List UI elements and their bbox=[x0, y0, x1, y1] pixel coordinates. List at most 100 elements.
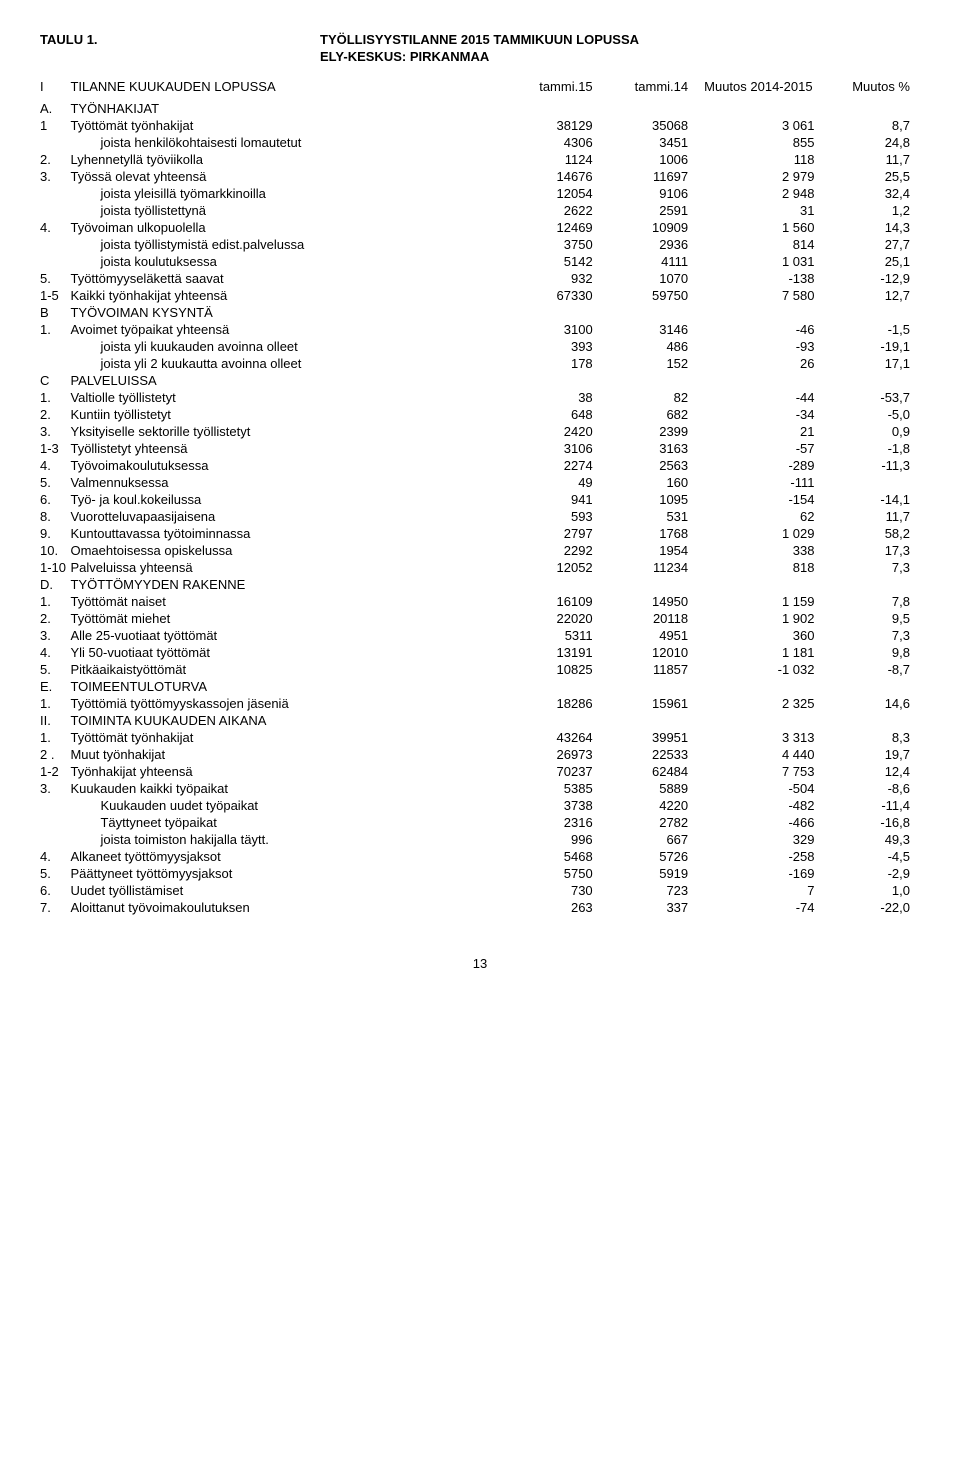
row-label: Avoimet työpaikat yhteensä bbox=[70, 321, 507, 338]
row-label: TOIMEENTULOTURVA bbox=[70, 678, 507, 695]
row-v3: -482 bbox=[698, 797, 824, 814]
row-code: 3. bbox=[40, 423, 70, 440]
row-v2: 12010 bbox=[603, 644, 698, 661]
row-v1: 3106 bbox=[507, 440, 602, 457]
row-v1: 14676 bbox=[507, 168, 602, 185]
row-label: Yli 50-vuotiaat työttömät bbox=[70, 644, 507, 661]
row-v4: 1,0 bbox=[825, 882, 921, 899]
row-code: 2. bbox=[40, 610, 70, 627]
row-v3: 2 979 bbox=[698, 168, 824, 185]
row-v1: 38129 bbox=[507, 117, 602, 134]
row-v3: 2 325 bbox=[698, 695, 824, 712]
row-v4: -12,9 bbox=[825, 270, 921, 287]
row-v4: -14,1 bbox=[825, 491, 921, 508]
row-v4: -8,6 bbox=[825, 780, 921, 797]
row-v4: 58,2 bbox=[825, 525, 921, 542]
row-v1: 38 bbox=[507, 389, 602, 406]
row-label: Työttömyyseläkettä saavat bbox=[70, 270, 507, 287]
row-code bbox=[40, 134, 70, 151]
row-v3: 118 bbox=[698, 151, 824, 168]
row-code bbox=[40, 355, 70, 372]
row-v2: 2591 bbox=[603, 202, 698, 219]
table-row: 1.Työttömät työnhakijat43264399513 3138,… bbox=[40, 729, 920, 746]
row-label: Valtiolle työllistetyt bbox=[70, 389, 507, 406]
row-v4: 11,7 bbox=[825, 151, 921, 168]
title-left: TAULU 1. bbox=[40, 32, 320, 47]
row-v4: 17,3 bbox=[825, 542, 921, 559]
row-v3: 1 029 bbox=[698, 525, 824, 542]
row-v3: -154 bbox=[698, 491, 824, 508]
row-code: 1-3 bbox=[40, 440, 70, 457]
row-v2: 3451 bbox=[603, 134, 698, 151]
row-v1: 263 bbox=[507, 899, 602, 916]
row-code: 4. bbox=[40, 644, 70, 661]
row-v2: 667 bbox=[603, 831, 698, 848]
header-c2: tammi.14 bbox=[603, 78, 698, 100]
row-v1: 5142 bbox=[507, 253, 602, 270]
row-code: 1-2 bbox=[40, 763, 70, 780]
table-row: 6.Uudet työllistämiset73072371,0 bbox=[40, 882, 920, 899]
table-row: joista koulutuksessa514241111 03125,1 bbox=[40, 253, 920, 270]
row-v3: -289 bbox=[698, 457, 824, 474]
row-v2: 2399 bbox=[603, 423, 698, 440]
table-row: 2 .Muut työnhakijat26973225334 44019,7 bbox=[40, 746, 920, 763]
table-row: 4.Yli 50-vuotiaat työttömät13191120101 1… bbox=[40, 644, 920, 661]
row-label: joista yli kuukauden avoinna olleet bbox=[70, 338, 507, 355]
row-label: joista yli 2 kuukautta avoinna olleet bbox=[70, 355, 507, 372]
row-label: joista koulutuksessa bbox=[70, 253, 507, 270]
row-v4: 9,5 bbox=[825, 610, 921, 627]
header-code: I bbox=[40, 78, 70, 100]
row-v2: 3163 bbox=[603, 440, 698, 457]
row-v1: 26973 bbox=[507, 746, 602, 763]
table-row: 1.Valtiolle työllistetyt3882-44-53,7 bbox=[40, 389, 920, 406]
row-v3: 62 bbox=[698, 508, 824, 525]
row-label: Työttömät miehet bbox=[70, 610, 507, 627]
row-code: 4. bbox=[40, 219, 70, 236]
row-v2: 10909 bbox=[603, 219, 698, 236]
row-v2: 1095 bbox=[603, 491, 698, 508]
row-v3: 1 031 bbox=[698, 253, 824, 270]
table-row: 1.Työttömät naiset16109149501 1597,8 bbox=[40, 593, 920, 610]
header-c1: tammi.15 bbox=[507, 78, 602, 100]
row-v1: 5750 bbox=[507, 865, 602, 882]
row-v1: 178 bbox=[507, 355, 602, 372]
row-code: 2. bbox=[40, 151, 70, 168]
row-v2: 39951 bbox=[603, 729, 698, 746]
row-v1: 5311 bbox=[507, 627, 602, 644]
row-label: joista työllistettynä bbox=[70, 202, 507, 219]
row-v1: 2797 bbox=[507, 525, 602, 542]
row-v4: 12,7 bbox=[825, 287, 921, 304]
row-code: 10. bbox=[40, 542, 70, 559]
table-row: 9.Kuntouttavassa työtoiminnassa279717681… bbox=[40, 525, 920, 542]
table-row: 3.Kuukauden kaikki työpaikat53855889-504… bbox=[40, 780, 920, 797]
row-v2: 1070 bbox=[603, 270, 698, 287]
row-label: Aloittanut työvoimakoulutuksen bbox=[70, 899, 507, 916]
row-code bbox=[40, 797, 70, 814]
row-v4: 32,4 bbox=[825, 185, 921, 202]
row-v4: 0,9 bbox=[825, 423, 921, 440]
table-row: 10.Omaehtoisessa opiskelussa229219543381… bbox=[40, 542, 920, 559]
table-row: 3.Työssä olevat yhteensä14676116972 9792… bbox=[40, 168, 920, 185]
row-label: TOIMINTA KUUKAUDEN AIKANA bbox=[70, 712, 507, 729]
row-v2: 4220 bbox=[603, 797, 698, 814]
row-v4: -22,0 bbox=[825, 899, 921, 916]
row-label: Yksityiselle sektorille työllistetyt bbox=[70, 423, 507, 440]
row-v4: 9,8 bbox=[825, 644, 921, 661]
row-v3: -46 bbox=[698, 321, 824, 338]
row-v3: -111 bbox=[698, 474, 824, 491]
row-v2: 4111 bbox=[603, 253, 698, 270]
row-v4: -16,8 bbox=[825, 814, 921, 831]
row-v2: 723 bbox=[603, 882, 698, 899]
row-code: A. bbox=[40, 100, 70, 117]
row-code: 1. bbox=[40, 695, 70, 712]
row-code bbox=[40, 185, 70, 202]
row-v1: 3100 bbox=[507, 321, 602, 338]
row-v3: -504 bbox=[698, 780, 824, 797]
row-v2: 9106 bbox=[603, 185, 698, 202]
row-label: Kuukauden kaikki työpaikat bbox=[70, 780, 507, 797]
row-label: joista työllistymistä edist.palvelussa bbox=[70, 236, 507, 253]
row-v1: 18286 bbox=[507, 695, 602, 712]
row-v2: 337 bbox=[603, 899, 698, 916]
row-v4: 19,7 bbox=[825, 746, 921, 763]
row-v3: 26 bbox=[698, 355, 824, 372]
